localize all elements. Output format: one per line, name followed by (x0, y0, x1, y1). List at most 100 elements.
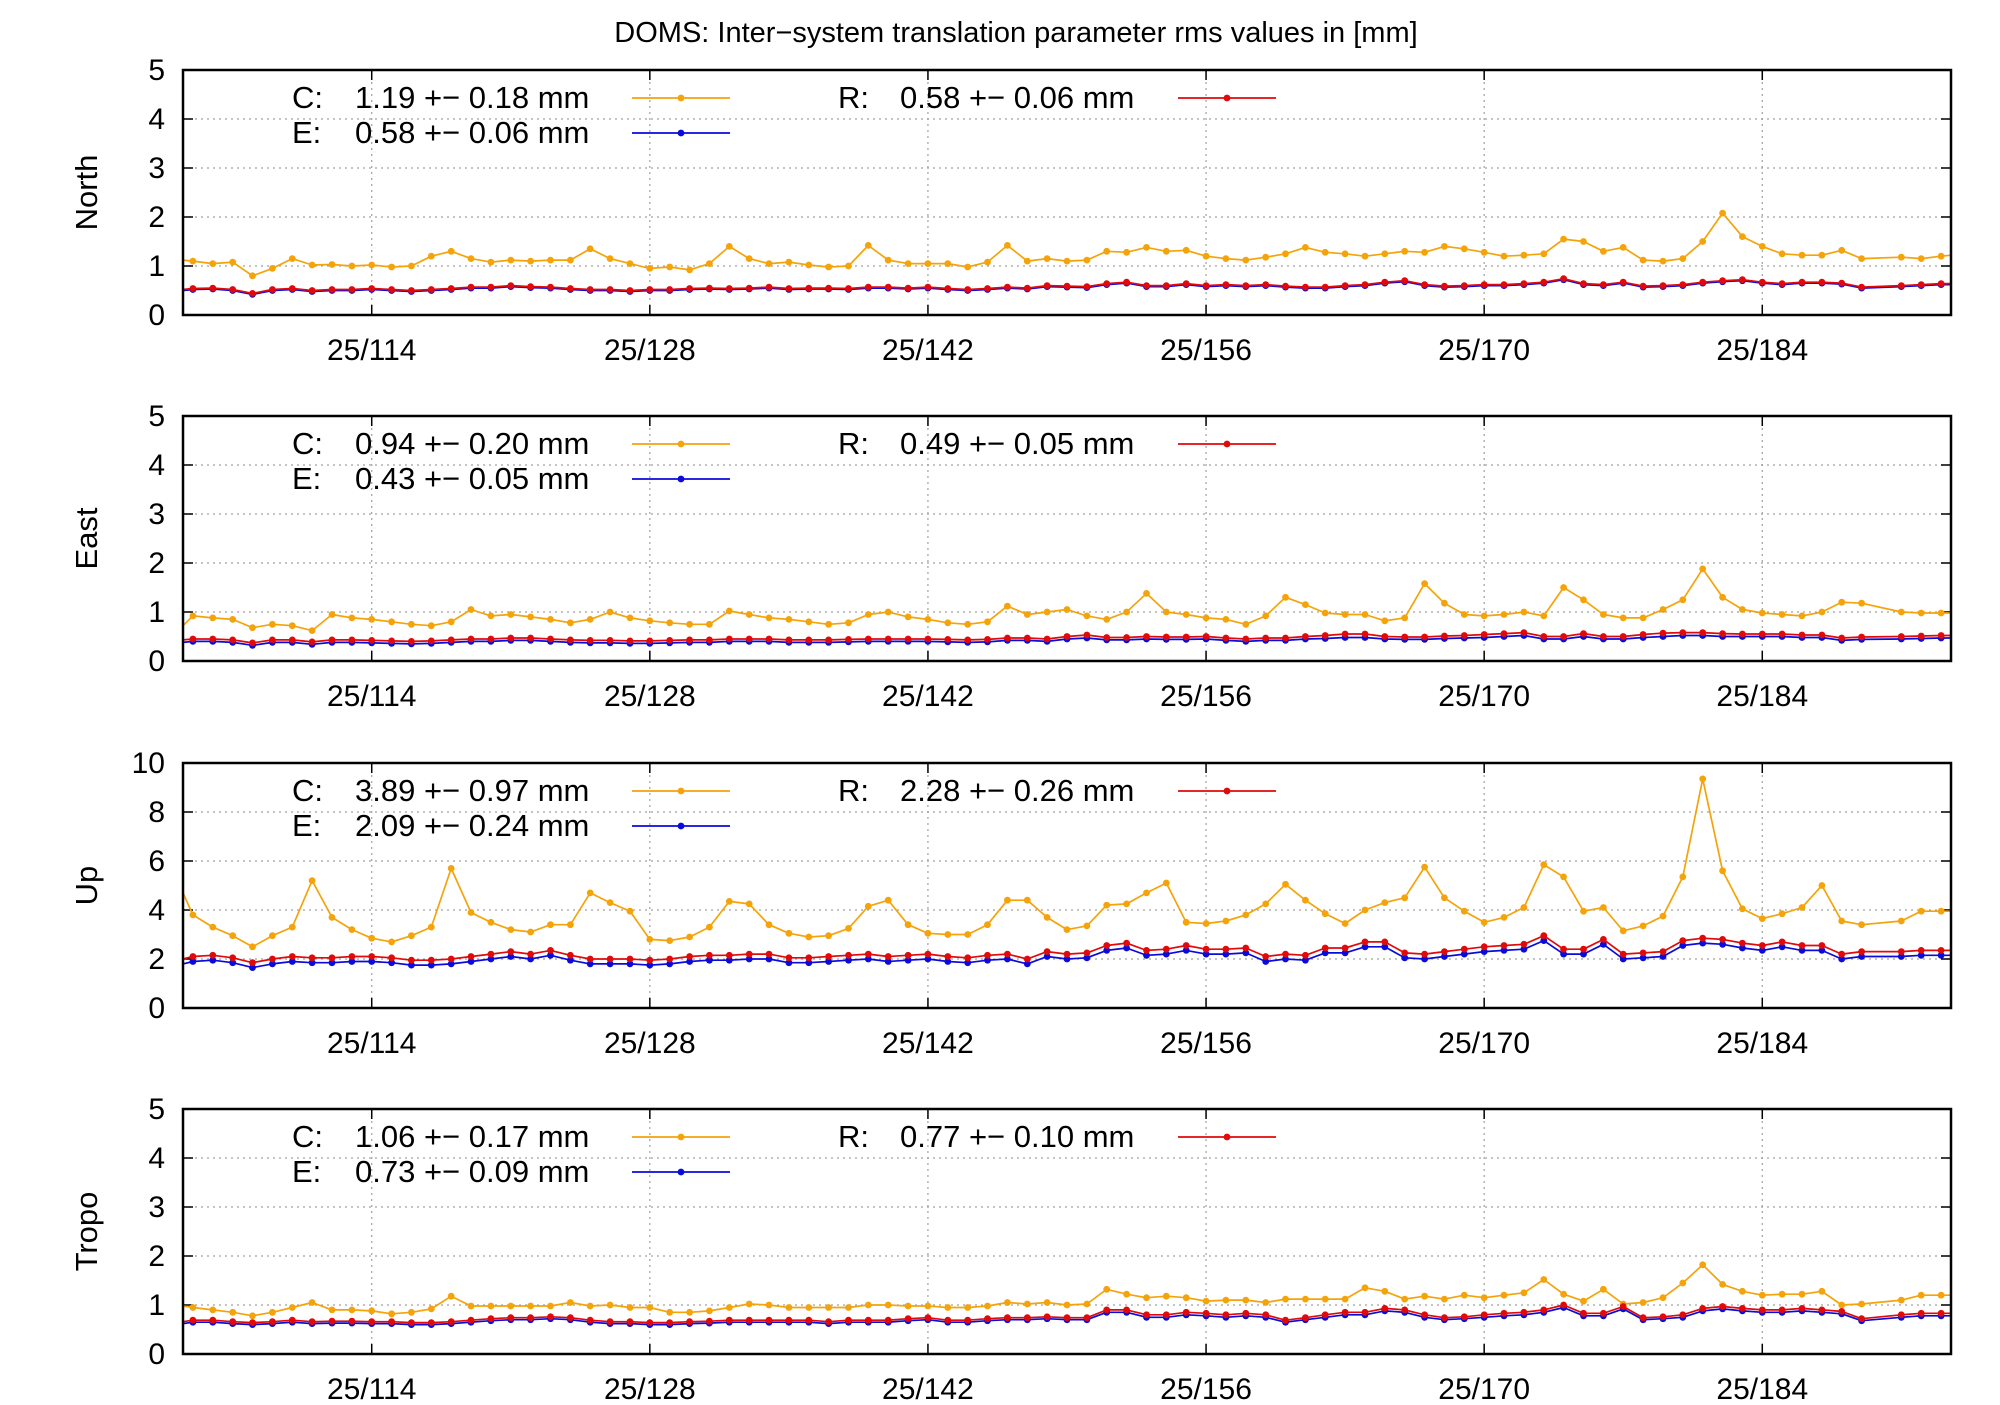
data-point-r (706, 284, 713, 292)
data-point-r (1063, 633, 1071, 640)
data-point-c (765, 260, 773, 267)
data-point-c (1719, 1281, 1726, 1288)
data-point-r (1500, 281, 1508, 288)
data-point-r (1897, 948, 1905, 955)
data-point-c (1500, 611, 1508, 618)
data-point-c (1023, 611, 1031, 618)
data-point-r (765, 283, 773, 291)
legend-swatch-point-e (677, 129, 685, 137)
data-point-c (1023, 1300, 1031, 1308)
data-point-c (1341, 920, 1349, 927)
data-point-r (467, 1316, 475, 1324)
data-point-r (1302, 1314, 1309, 1322)
data-point-c (288, 923, 296, 931)
data-point-c (1043, 914, 1051, 921)
data-point-c (1202, 1297, 1210, 1305)
data-point-c (427, 1305, 435, 1313)
data-point-c (1619, 244, 1627, 251)
data-point-r (348, 1317, 356, 1325)
data-point-c (1202, 614, 1210, 622)
data-point-r (1679, 281, 1687, 288)
data-point-c (1182, 611, 1190, 618)
data-point-r (1262, 634, 1270, 642)
data-point-r (308, 1318, 316, 1326)
y-tick-label: 3 (148, 1191, 165, 1224)
data-point-r (447, 955, 455, 963)
data-point-r (1123, 278, 1130, 286)
data-point-c (666, 619, 674, 627)
data-point-e (1182, 947, 1190, 954)
data-point-c (964, 931, 972, 938)
data-point-r (1043, 282, 1051, 289)
data-point-r (1162, 282, 1170, 289)
data-point-r (1262, 281, 1270, 288)
data-point-r (1202, 1309, 1210, 1317)
data-point-r (1858, 283, 1865, 291)
data-point-c (447, 865, 455, 872)
data-point-e (1520, 945, 1528, 953)
data-point-r (1242, 635, 1250, 643)
data-point-r (487, 635, 495, 643)
data-point-c (1460, 245, 1468, 253)
data-point-c (1143, 1294, 1150, 1302)
data-point-r (845, 636, 852, 643)
data-point-r (1778, 280, 1786, 287)
data-point-c (1421, 580, 1428, 587)
data-point-r (1421, 281, 1428, 288)
data-point-c (1421, 863, 1428, 871)
data-point-e (209, 956, 217, 964)
data-point-c (1242, 1296, 1250, 1304)
data-point-e (249, 964, 256, 971)
data-point-r (725, 635, 733, 643)
data-point-c (944, 1304, 952, 1311)
legend-key-r: R: (838, 80, 869, 115)
data-point-c (269, 265, 276, 272)
data-point-r (1600, 281, 1607, 288)
data-point-r (904, 284, 912, 292)
data-point-c (845, 1304, 852, 1311)
data-point-r (567, 636, 574, 644)
x-tick-label: 25/170 (1438, 1027, 1530, 1060)
data-point-c (1361, 252, 1369, 260)
data-point-r (348, 636, 356, 644)
data-point-r (666, 286, 674, 293)
data-point-c (1500, 914, 1508, 921)
data-point-c (785, 929, 793, 937)
data-point-c (1639, 614, 1647, 622)
data-point-c (1739, 1287, 1746, 1295)
data-point-r (785, 954, 793, 962)
legend-text-c: 0.94 +− 0.20 mm (355, 426, 589, 461)
data-point-r (1619, 278, 1627, 286)
data-point-r (924, 635, 932, 643)
data-point-c (1858, 599, 1865, 607)
data-point-e (1083, 954, 1091, 962)
data-point-e (1600, 940, 1607, 948)
y-tick-label: 5 (148, 54, 165, 87)
data-point-e (368, 958, 376, 965)
y-tick-label: 3 (148, 498, 165, 531)
data-point-e (1441, 953, 1448, 960)
data-point-r (1778, 938, 1786, 946)
data-point-r (229, 954, 237, 962)
data-point-c (924, 616, 932, 623)
data-point-r (1063, 1314, 1071, 1322)
x-tick-label: 25/128 (604, 1027, 696, 1060)
data-point-c (1182, 1294, 1190, 1302)
data-point-c (249, 272, 256, 280)
data-point-e (1560, 950, 1567, 958)
data-point-r (567, 285, 574, 292)
data-point-e (427, 961, 435, 969)
data-point-c (586, 616, 594, 623)
data-point-r (924, 283, 932, 291)
data-point-r (1123, 939, 1130, 947)
data-point-c (1282, 1295, 1289, 1303)
data-point-r (1421, 633, 1428, 641)
data-point-r (626, 637, 634, 645)
data-point-r (1361, 630, 1369, 638)
x-tick-label: 25/128 (604, 334, 696, 367)
data-point-c (825, 263, 832, 271)
data-point-c (1838, 246, 1846, 254)
data-point-c (1758, 243, 1766, 250)
data-point-e (1143, 951, 1150, 959)
